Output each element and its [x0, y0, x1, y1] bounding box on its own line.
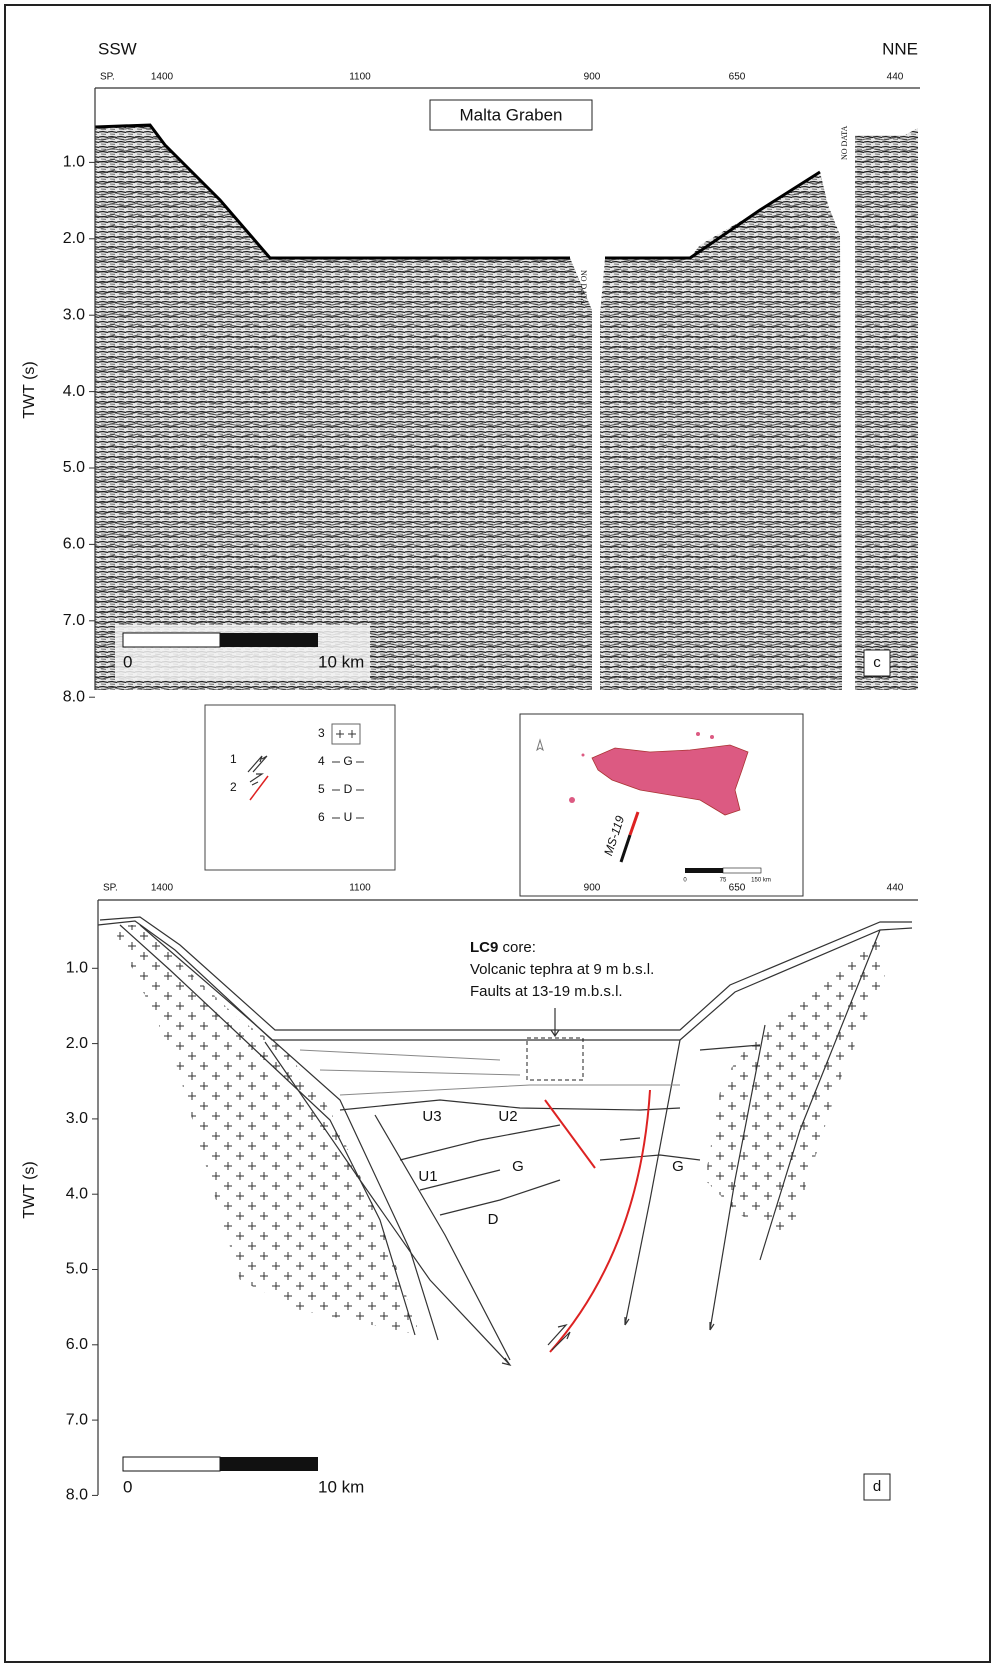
y-tick-label: 6.0	[66, 1336, 88, 1353]
legend-symbol	[249, 775, 269, 801]
shotpoint: 440	[887, 883, 904, 894]
map-box	[519, 713, 804, 897]
unit-label: U1	[418, 1168, 437, 1185]
panel-label: c	[873, 654, 881, 671]
y-tick-label: 2.0	[66, 1035, 88, 1052]
scale-label: 10 km	[318, 652, 364, 671]
y-tick-label: 5.0	[63, 459, 85, 476]
map-scale-label: 0	[683, 878, 687, 884]
island	[696, 732, 700, 736]
scale-bar	[122, 1456, 221, 1472]
legend-label: D	[344, 782, 353, 796]
map-scale-label: 75	[720, 878, 727, 884]
shotpoint: 1100	[349, 883, 371, 894]
y-tick-label: 5.0	[66, 1261, 88, 1278]
core-note: Volcanic tephra at 9 m b.s.l.	[470, 961, 654, 978]
map-scale	[685, 868, 723, 873]
legend-symbol	[247, 755, 268, 773]
map-scale	[722, 867, 762, 874]
shotpoint: 1100	[349, 72, 371, 83]
legend-label: G	[343, 754, 352, 768]
core-label: LC9 core:	[470, 939, 536, 956]
legend-number: 6	[318, 810, 325, 824]
y-tick-label: 8.0	[66, 1487, 88, 1504]
y-axis-label: TWT (s)	[21, 1161, 38, 1218]
legend-symbol	[249, 773, 264, 786]
y-axis: 1.0 2.0 3.0 4.0 5.0 6.0 7.0 8.0	[63, 88, 96, 705]
y-tick-label: 1.0	[63, 154, 85, 171]
no-data: NO DATA	[840, 126, 849, 160]
legend-box	[204, 704, 396, 871]
scale-label: 10 km	[318, 1477, 364, 1496]
unit-label: D	[488, 1211, 499, 1228]
title-box	[429, 99, 593, 131]
island	[710, 735, 714, 739]
y-axis-label: TWT (s)	[21, 361, 38, 418]
scale-bar	[220, 1457, 318, 1471]
sp-prefix: SP.	[100, 72, 115, 83]
y-tick-label: 4.0	[66, 1185, 88, 1202]
shotpoint: 900	[584, 883, 601, 894]
y-tick-label: 1.0	[66, 960, 88, 977]
interpretation	[97, 916, 913, 1366]
y-tick-label: 2.0	[63, 230, 85, 247]
seismic-image	[94, 123, 918, 690]
unit-label: G	[512, 1158, 524, 1175]
core-suffix: core:	[503, 939, 536, 956]
shotpoint: 650	[729, 883, 746, 894]
scale-label: 0	[123, 652, 132, 671]
no-data: NO DATA	[579, 270, 588, 304]
right-label: NNE	[882, 39, 918, 58]
shotpoint: 900	[584, 72, 601, 83]
core-note: Faults at 13-19 m.b.s.l.	[470, 983, 623, 1000]
legend-number: 1	[230, 752, 237, 766]
panel-title: Malta Graben	[460, 105, 563, 124]
legend-dash	[332, 761, 364, 819]
left-label: SSW	[98, 39, 137, 58]
y-tick-label: 8.0	[63, 688, 85, 705]
island	[569, 797, 575, 803]
panel-label: d	[873, 1478, 881, 1495]
y-tick-label: 7.0	[63, 612, 85, 629]
profile-line	[628, 811, 640, 836]
frame	[4, 4, 991, 1663]
island	[581, 753, 585, 757]
legend-label: U	[344, 810, 353, 824]
sp-prefix: SP.	[103, 883, 118, 894]
scale-bar	[220, 633, 318, 647]
y-tick-label: 7.0	[66, 1411, 88, 1428]
legend-number: 3	[318, 726, 325, 740]
y-tick-label: 3.0	[66, 1110, 88, 1127]
unit-label: U3	[422, 1108, 441, 1125]
sicily	[591, 744, 749, 816]
map-scale-label: 150 km	[751, 878, 771, 884]
scale-label: 0	[123, 1477, 132, 1496]
y-tick-label: 4.0	[63, 383, 85, 400]
shotpoint: 650	[729, 72, 746, 83]
profile-line	[619, 834, 632, 863]
legend-number: 2	[230, 780, 237, 794]
legend-number: 5	[318, 782, 325, 796]
shotpoint: 1400	[151, 72, 174, 83]
shotpoint: 1400	[151, 883, 174, 894]
shotpoint: 440	[887, 72, 904, 83]
scale-bar	[122, 632, 221, 648]
legend-symbol	[336, 730, 356, 738]
panel-label-box	[863, 649, 891, 677]
core-id: LC9	[470, 939, 498, 956]
y-tick-label: 6.0	[63, 536, 85, 553]
y-tick-label: 3.0	[63, 306, 85, 323]
y-axis: 1.0 2.0 3.0 4.0 5.0 6.0 7.0 8.0	[66, 900, 99, 1504]
panel-label-box	[863, 1473, 891, 1501]
legend-symbol	[331, 723, 361, 745]
unit-label: U2	[498, 1108, 517, 1125]
unit-label: G	[672, 1158, 684, 1175]
north-arrow	[536, 738, 544, 752]
legend-number: 4	[318, 754, 325, 768]
